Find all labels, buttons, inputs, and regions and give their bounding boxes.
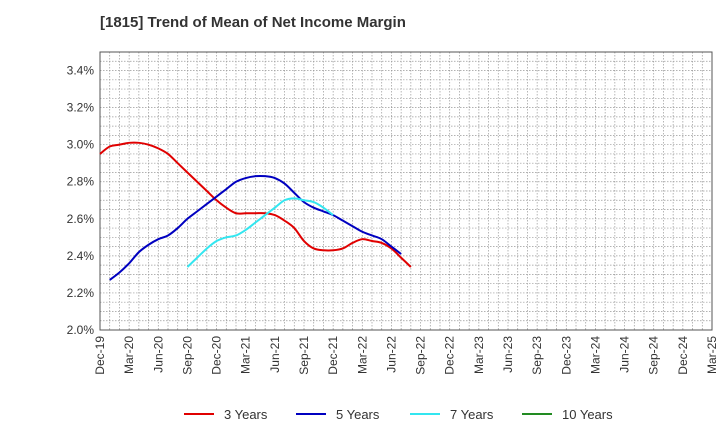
x-tick-label: Mar-21 bbox=[239, 336, 253, 374]
legend-label-10-years: 10 Years bbox=[562, 407, 613, 422]
x-tick-label: Sep-23 bbox=[530, 336, 544, 375]
y-tick-label: 2.6% bbox=[67, 212, 95, 226]
plot-border bbox=[99, 51, 713, 331]
y-tick-label: 3.4% bbox=[67, 64, 95, 78]
y-tick-label: 2.4% bbox=[67, 249, 95, 263]
series-line-7-years bbox=[186, 197, 334, 268]
series-line-3-years bbox=[99, 141, 412, 268]
x-tick-label: Jun-23 bbox=[501, 336, 515, 373]
x-tick-label: Dec-19 bbox=[93, 336, 107, 375]
x-tick-label: Dec-21 bbox=[326, 336, 340, 375]
y-tick-label: 2.0% bbox=[67, 323, 95, 337]
y-tick-label: 2.8% bbox=[67, 175, 95, 189]
series-line-5-years bbox=[109, 174, 402, 281]
x-tick-label: Mar-24 bbox=[588, 336, 602, 374]
y-tick-label: 3.0% bbox=[67, 138, 95, 152]
x-tick-label: Mar-22 bbox=[355, 336, 369, 374]
x-tick-label: Sep-22 bbox=[414, 336, 428, 375]
x-tick-label: Mar-23 bbox=[472, 336, 486, 374]
x-tick-label: Dec-24 bbox=[676, 336, 690, 375]
x-tick-label: Sep-24 bbox=[647, 336, 661, 375]
legend-label-3-years: 3 Years bbox=[224, 407, 268, 422]
x-tick-label: Sep-21 bbox=[297, 336, 311, 375]
chart-title: [1815] Trend of Mean of Net Income Margi… bbox=[100, 14, 406, 31]
x-tick-label: Mar-20 bbox=[122, 336, 136, 374]
y-tick-label: 3.2% bbox=[67, 101, 95, 115]
x-tick-label: Mar-25 bbox=[705, 336, 719, 374]
x-tick-label: Jun-21 bbox=[268, 336, 282, 373]
legend-label-7-years: 7 Years bbox=[450, 407, 494, 422]
x-tick-label: Dec-20 bbox=[210, 336, 224, 375]
y-tick-label: 2.2% bbox=[67, 286, 95, 300]
x-tick-label: Dec-22 bbox=[443, 336, 457, 375]
x-tick-label: Jun-24 bbox=[618, 336, 632, 373]
x-tick-label: Dec-23 bbox=[559, 336, 573, 375]
legend-label-5-years: 5 Years bbox=[336, 407, 380, 422]
x-tick-label: Jun-22 bbox=[384, 336, 398, 373]
x-tick-label: Jun-20 bbox=[151, 336, 165, 373]
x-tick-label: Sep-20 bbox=[180, 336, 194, 375]
